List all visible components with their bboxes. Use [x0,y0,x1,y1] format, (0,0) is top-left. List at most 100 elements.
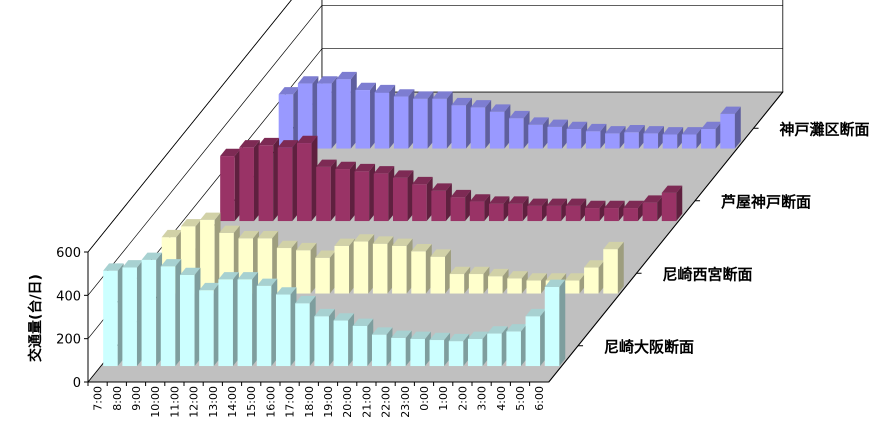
bar [141,252,163,367]
bar-front [467,338,483,367]
bar-top [411,243,432,252]
bar-side [617,241,624,294]
bar-side [424,331,431,367]
bar-front [277,147,293,222]
bar-front [410,338,425,367]
bar-top [297,76,319,84]
bar-side [562,119,568,149]
bar-front [411,251,426,294]
bar-top [470,100,492,108]
bar-side [446,91,453,149]
bar-top [355,82,376,91]
bar-side [253,140,260,222]
bar-front [296,250,311,294]
bar-top [584,200,606,209]
bar-side [213,282,220,367]
bar-side [520,324,527,367]
bar-top [333,313,355,321]
bar [451,97,472,149]
bar-top [316,159,337,167]
bar-front [353,241,369,294]
bar [605,126,626,149]
bar [585,123,607,149]
bar-top [525,308,547,317]
bar-top [413,91,434,99]
bar-side [389,84,396,149]
bar-side [619,126,626,149]
bar-front [276,248,292,294]
bar [468,266,490,294]
bar-side [232,272,239,367]
bar-front [605,133,620,149]
bar [392,238,413,294]
bar-top [603,241,624,250]
bar-side [503,196,510,222]
bar [720,106,741,149]
bar-top [239,140,260,148]
bar [296,135,318,222]
bar [295,295,316,367]
x-tick-label: 19:00 [322,386,335,418]
y-axis-label: 交通量(台/日) [27,274,44,362]
bar-top [374,84,396,93]
bar-top [528,117,549,125]
bar-top [392,238,413,246]
bar-side [252,272,259,367]
bar-top [429,332,451,341]
bar [643,126,664,149]
bar-top [624,124,645,133]
bar-front [720,113,735,149]
bar-top [238,230,259,239]
bar-side [214,212,221,294]
bar-side [465,189,472,222]
bar-side [117,263,124,367]
bar-front [507,278,522,294]
bar-top [584,260,605,268]
bar [371,327,393,367]
bar-front [374,92,390,149]
bar-front [544,286,560,367]
bar [392,170,414,222]
bar-front [470,107,486,149]
bar-front [604,208,619,222]
bar-top [317,76,338,84]
bar-top [277,140,299,148]
bar-front [295,303,310,367]
bar-top [161,229,183,238]
bar-side [328,308,335,367]
bar [372,236,394,294]
bar-front [624,132,639,149]
bar-top [257,230,279,239]
bar [412,176,433,222]
bar-side [484,194,491,222]
chart-bars [103,71,741,367]
bar-top [488,196,510,204]
bar-top [219,225,240,233]
bar-front [642,202,658,222]
bar-front [488,203,504,222]
gridline [87,4,783,296]
bar-side [580,198,587,222]
bar [584,200,606,222]
x-tick-label: 8:00 [111,386,124,411]
bar [564,273,586,294]
bar [275,287,297,367]
bar [623,200,644,222]
bar-side [136,260,143,367]
bar-front [449,274,465,294]
bar [122,260,143,367]
bar [624,124,645,149]
bar [448,333,470,367]
bar-side [386,327,393,367]
bar-front [333,320,349,367]
bar-front [661,192,677,222]
bar [642,195,664,222]
bar [432,91,453,149]
bar-top [258,137,280,146]
bar-side [504,104,511,149]
bar [258,137,280,222]
bar-front [335,169,350,222]
bar [315,250,336,294]
bar-front [566,129,582,149]
